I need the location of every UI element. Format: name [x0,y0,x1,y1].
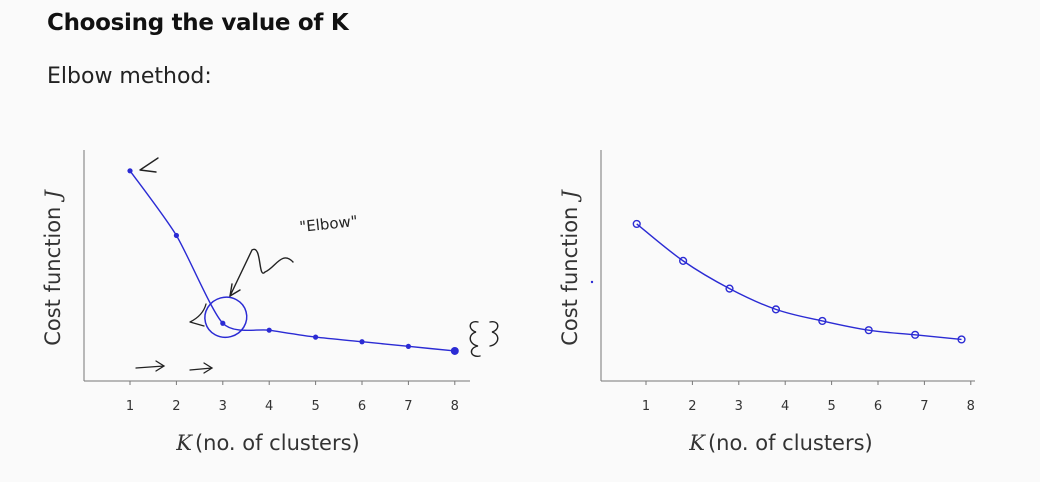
data-point [266,327,272,333]
y-axis-text: Cost function [41,207,65,346]
x-axis-label: K (no. of clusters) [688,431,873,455]
arrow-icon [189,303,207,327]
x-tick-label: 6 [874,399,882,414]
data-point [818,316,827,326]
y-axis-label: Cost function J [558,189,582,346]
data-point [864,326,873,335]
x-tick-label: 4 [781,399,789,414]
data-point [679,256,688,265]
x-tick-label: 1 [642,399,650,414]
y-axis-text: Cost function [558,207,582,346]
elbow-circle-mark [204,296,248,339]
x-tick-label: 5 [311,399,319,414]
chart-panel-1: 1 2 3 4 5 6 7 8 K (no. of clusters) Cost function J… [41,150,499,455]
x-tick-label: 5 [827,399,835,414]
x-tick-label: 2 [688,399,696,414]
arrow-head-icon [229,283,241,297]
x-axis-text: (no. of clusters) [195,431,360,455]
x-tick-label: 1 [126,399,134,414]
x-axis-symbol: K [688,431,706,455]
page-subtitle: Elbow method: [47,64,212,89]
elbow-charts: 1 2 3 4 5 6 7 8K (no. of clusters)Cost functionJ… [41,150,975,455]
y-axis-label: Cost function J [41,189,65,346]
data-point [450,346,459,355]
data-point [957,335,966,344]
x-tick-label: 6 [358,399,366,414]
arrow-right-icon [189,362,214,374]
x-axis-label: K (no. of clusters) [175,431,360,455]
x-tick-label: 7 [404,399,412,414]
page-title: Choosing the value of K [47,10,349,36]
data-point [405,343,411,349]
y-axis-symbol: J [558,189,582,203]
data-point [313,334,319,340]
data-point [771,305,781,314]
slide: Choosing the value of K Elbow method: 1 2… [41,10,975,455]
data-point [127,168,133,174]
x-tick-label: 7 [920,399,928,414]
data-point [632,219,641,229]
data-point [911,330,920,339]
brace-mark [489,321,499,347]
elbow-annotation: "Elbow" [299,212,359,236]
data-point [173,232,179,239]
x-tick-label: 2 [172,399,180,414]
x-tick-label: 3 [219,399,227,414]
x-axis-symbol: K [175,431,193,455]
arrow-right-icon [135,360,166,372]
x-tick-label: 8 [451,399,459,414]
x-tick-label: 3 [735,399,743,414]
x-axis-text: (no. of clusters) [708,431,873,455]
x-tick-label: 4 [265,399,273,414]
data-point [359,339,365,345]
brace-mark [469,321,481,357]
elbow-pointer-mark [229,248,294,297]
series-line [636,223,962,341]
y-axis-symbol: J [41,189,65,203]
data-point [725,284,734,293]
chart-panel-2: 1 2 3 4 5 6 7 8 K (no. of clusters) Cost function J [558,150,975,455]
data-point [220,320,226,326]
stray-dot [590,280,594,284]
arrow-icon [139,157,159,173]
x-tick-label: 8 [967,399,975,414]
